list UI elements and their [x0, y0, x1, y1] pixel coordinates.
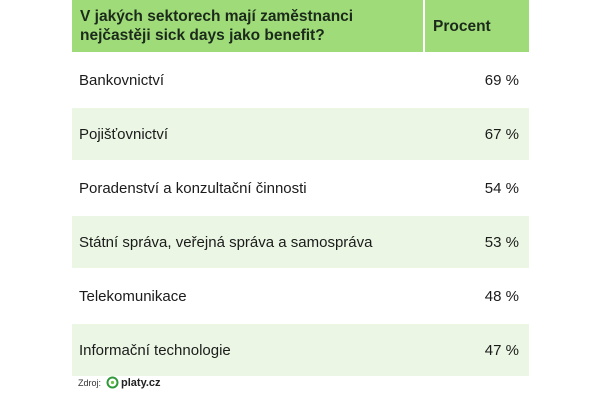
brand-name: platy.cz: [121, 376, 161, 389]
row-percent-value: 47 %: [484, 341, 519, 359]
row-sector-label: Informační technologie: [79, 341, 231, 359]
row-percent-value: 48 %: [484, 287, 519, 305]
table-row: Poradenství a konzultační činnosti 54 %: [72, 162, 529, 214]
header-percent: Procent: [425, 0, 529, 52]
row-sector-label: Bankovnictví: [79, 71, 165, 89]
table-row: Státní správa, veřejná správa a samosprá…: [72, 216, 529, 268]
table-header: V jakých sektorech mají zaměstnanci nejč…: [72, 0, 529, 52]
row-sector-label: Pojišťovnictví: [79, 125, 168, 143]
platy-logo-icon: [106, 376, 119, 389]
source-footer: Zdroj: platy.cz: [78, 376, 161, 389]
row-percent-value: 53 %: [484, 233, 519, 251]
sick-days-table: V jakých sektorech mají zaměstnanci nejč…: [72, 0, 529, 376]
platy-logo: platy.cz: [106, 376, 161, 389]
table-row: Telekomunikace 48 %: [72, 270, 529, 322]
table-row: Bankovnictví 69 %: [72, 54, 529, 106]
row-percent-value: 67 %: [484, 125, 519, 143]
row-percent-value: 69 %: [484, 71, 519, 89]
table-row: Pojišťovnictví 67 %: [72, 108, 529, 160]
row-percent-value: 54 %: [484, 179, 519, 197]
row-sector-label: Poradenství a konzultační činnosti: [79, 179, 307, 197]
header-sector: V jakých sektorech mají zaměstnanci nejč…: [72, 0, 423, 52]
row-sector-label: Telekomunikace: [79, 287, 187, 305]
row-sector-label: Státní správa, veřejná správa a samosprá…: [79, 233, 373, 251]
table-row: Informační technologie 47 %: [72, 324, 529, 376]
source-label: Zdroj:: [78, 377, 102, 388]
